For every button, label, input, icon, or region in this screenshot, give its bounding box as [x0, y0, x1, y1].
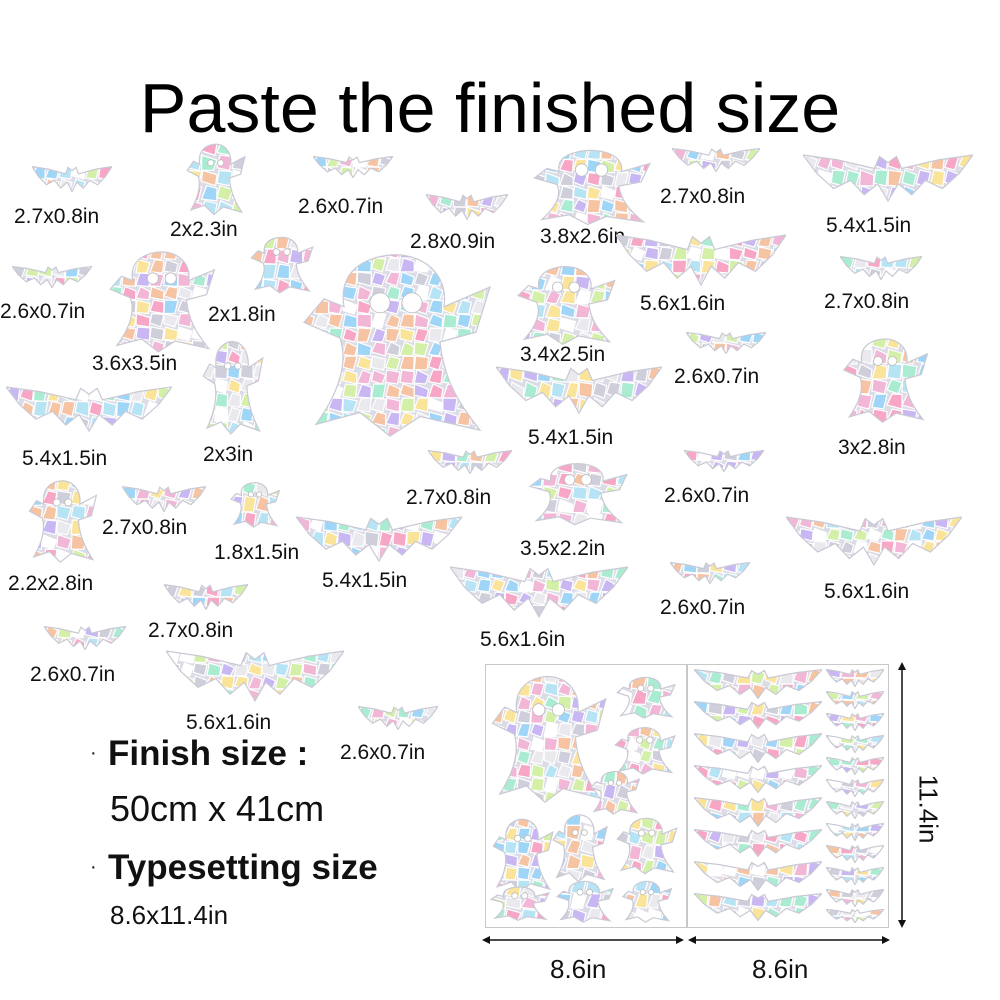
sticker-size-label: 2.6x0.7in: [30, 663, 116, 686]
sheet-width-right: 8.6in: [752, 954, 809, 984]
ghost-sticker: [532, 146, 656, 226]
bat-sticker: [684, 450, 764, 472]
sticker-size-label: 2.6x0.7in: [660, 596, 746, 619]
sticker-size-label: 2.6x0.7in: [340, 741, 426, 764]
sticker-size-label: 2x1.8in: [208, 303, 276, 326]
sticker-size-label: 5.4x1.5in: [826, 214, 912, 237]
ghost-sticker: [528, 460, 632, 526]
sticker-size-label: 3.6x3.5in: [92, 352, 178, 375]
bullet-dot: ·: [90, 856, 97, 878]
ghost-sticker: [202, 336, 266, 436]
bat-sticker: [32, 166, 112, 192]
ghost-sticker: [108, 246, 220, 354]
sticker-size-label: 1.8x1.5in: [214, 541, 300, 564]
bat-sticker: [803, 154, 973, 202]
sticker-size-label: 3x2.8in: [838, 436, 906, 459]
bat-sticker: [166, 650, 344, 702]
sticker-size-label: 5.6x1.6in: [640, 292, 726, 315]
bat-sticker: [450, 566, 628, 618]
bat-sticker: [786, 516, 962, 566]
sheet-width-left: 8.6in: [550, 954, 607, 984]
page-title: Paste the finished size: [139, 69, 841, 147]
ghost-sticker: [842, 334, 932, 424]
sticker-size-label: 3.5x2.2in: [520, 537, 606, 560]
ghost-sticker: [230, 480, 282, 528]
sticker-size-label: 2x2.3in: [170, 218, 238, 241]
bat-sticker: [428, 450, 512, 474]
height-dimension-arrow: [898, 662, 906, 928]
typesetting-size-label: Typesetting size: [108, 848, 378, 887]
bat-sticker: [616, 234, 786, 286]
finish-size-value: 50cm x 41cm: [110, 788, 325, 829]
sticker-size-label: 2.7x0.8in: [824, 290, 910, 313]
typesetting-size-value: 8.6x11.4in: [110, 900, 229, 930]
bat-sticker: [672, 148, 760, 172]
sticker-size-label: 2.7x0.8in: [406, 486, 492, 509]
sticker-size-label: 2.2x2.8in: [8, 572, 94, 595]
ghost-sticker: [516, 262, 620, 346]
sticker-size-label: 3.4x2.5in: [520, 343, 606, 366]
bat-sheet-preview: [687, 664, 889, 928]
sticker-size-label: 2.8x0.9in: [410, 230, 496, 253]
sticker-size-label: 5.6x1.6in: [480, 628, 566, 651]
sticker-size-label: 2.7x0.8in: [14, 205, 100, 228]
sticker-size-label: 2.6x0.7in: [0, 300, 86, 323]
bat-sticker: [164, 584, 248, 610]
sticker-size-label: 2.6x0.7in: [664, 484, 750, 507]
sheet-height: 11.4in: [913, 774, 944, 844]
sticker-size-label: 2.7x0.8in: [102, 516, 188, 539]
bat-sticker: [12, 266, 92, 288]
bat-sticker: [44, 626, 126, 650]
bat-sticker: [686, 332, 766, 354]
bat-sticker: [358, 706, 438, 730]
sticker-size-label: 2.7x0.8in: [660, 185, 746, 208]
bullet-dot: ·: [90, 742, 97, 764]
sticker-size-label: 5.6x1.6in: [186, 711, 272, 734]
bat-sticker: [313, 156, 393, 178]
bat-sticker: [296, 516, 462, 562]
ghost-sticker: [28, 476, 100, 564]
ghost-sticker: [250, 234, 316, 294]
sticker-size-label: 2x3in: [203, 443, 254, 466]
ghost-sheet-preview: [485, 664, 687, 928]
sticker-size-label: 5.6x1.6in: [824, 580, 910, 603]
ghost-sticker: [186, 140, 248, 216]
width-dimension-arrows: [482, 936, 890, 944]
bat-sticker: [670, 562, 750, 584]
sticker-size-label: 3.8x2.6in: [540, 225, 626, 248]
bat-sticker: [496, 366, 662, 414]
sticker-size-label: 5.4x1.5in: [528, 426, 614, 449]
bat-sticker: [122, 486, 206, 512]
bat-sticker: [6, 386, 172, 432]
sticker-size-label: 2.6x0.7in: [674, 365, 760, 388]
sticker-size-label: 5.4x1.5in: [322, 569, 408, 592]
finish-size-label: Finish size :: [108, 734, 309, 773]
bat-sticker: [426, 194, 508, 220]
sticker-size-label: 2.6x0.7in: [298, 195, 384, 218]
sticker-size-label: 5.4x1.5in: [22, 447, 108, 470]
bat-sticker: [840, 256, 922, 280]
large-ghost-sticker: [300, 244, 500, 440]
sticker-size-label: 2.7x0.8in: [148, 619, 234, 642]
